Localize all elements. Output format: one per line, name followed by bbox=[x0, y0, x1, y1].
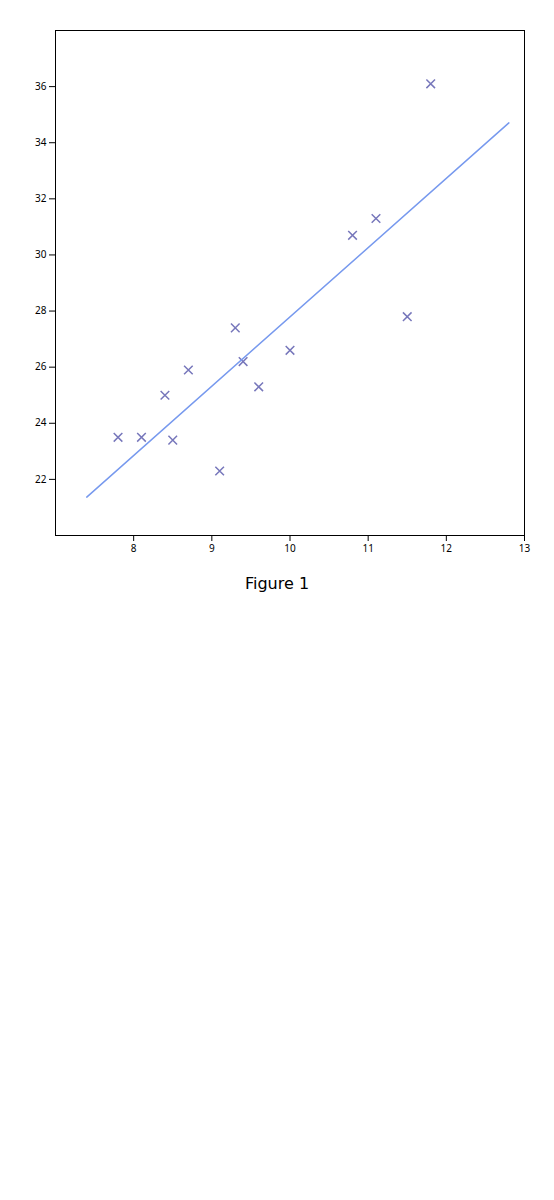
svg-text:10: 10 bbox=[284, 541, 296, 555]
svg-text:28: 28 bbox=[35, 303, 47, 317]
svg-text:24: 24 bbox=[35, 415, 47, 429]
svg-text:22: 22 bbox=[35, 472, 47, 486]
svg-text:8: 8 bbox=[131, 541, 137, 555]
svg-text:36: 36 bbox=[35, 79, 47, 93]
svg-text:13: 13 bbox=[519, 541, 531, 555]
svg-text:9: 9 bbox=[209, 541, 215, 555]
svg-text:32: 32 bbox=[35, 191, 47, 205]
html-text:Figure 1: Figure 1 bbox=[244, 574, 310, 593]
svg-text:11: 11 bbox=[362, 541, 373, 555]
svg-text:26: 26 bbox=[35, 359, 47, 373]
svg-text:12: 12 bbox=[441, 541, 453, 555]
svg-text:34: 34 bbox=[35, 135, 47, 149]
svg-text:30: 30 bbox=[35, 247, 47, 261]
